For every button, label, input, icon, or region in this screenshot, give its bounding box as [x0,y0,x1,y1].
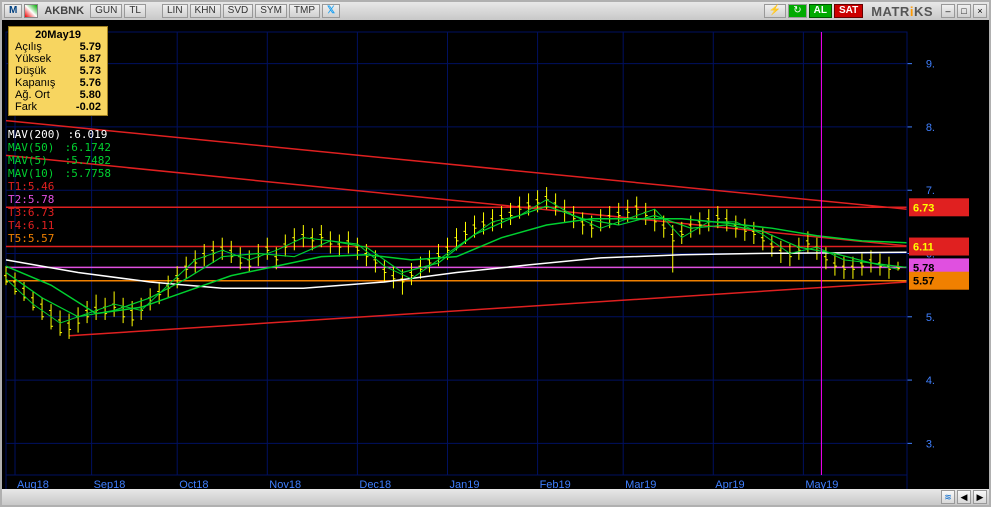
high-label: Yüksek [15,53,51,65]
alert-icon[interactable]: ⚡ [764,4,786,18]
svg-text:5.57: 5.57 [913,276,934,288]
open-value: 5.79 [80,41,101,53]
bottom-scrollbar[interactable]: ≋ ◀ ▶ [2,489,989,505]
t4-lbl: T4:6.11 [8,219,58,232]
avg-value: 5.80 [80,89,101,101]
app-icon: M [4,4,22,18]
btn-gun[interactable]: GUN [90,4,122,18]
symbol-label[interactable]: AKBNK [40,5,88,17]
btn-khn[interactable]: KHN [190,4,221,18]
svg-text:8.: 8. [926,122,935,134]
mav10-val: :5.7758 [65,167,111,180]
scroll-left-button[interactable]: ◀ [957,490,971,504]
svg-text:6.73: 6.73 [913,202,934,214]
t2-lbl: T2:5.78 [8,193,58,206]
minimize-button[interactable]: – [941,4,955,18]
mav50-val: :6.1742 [65,141,111,154]
btn-tl[interactable]: TL [124,4,146,18]
close-button[interactable]: × [973,4,987,18]
scroll-right-button[interactable]: ▶ [973,490,987,504]
btn-sat[interactable]: SAT [834,4,863,18]
refresh-icon[interactable]: ↻ [788,4,806,18]
ohlc-panel: 20May19 Açılış5.79 Yüksek5.87 Düşük5.73 … [8,26,108,116]
mav50-lbl: MAV(50) [8,141,58,154]
mav5-val: :5.7482 [65,154,111,167]
svg-text:3.: 3. [926,438,935,450]
btn-sym[interactable]: SYM [255,4,287,18]
svg-text:6.11: 6.11 [913,242,934,254]
low-value: 5.73 [80,65,101,77]
titlebar[interactable]: M AKBNK GUN TL LIN KHN SVD SYM TMP 𝕏 ⚡ ↻… [2,2,989,20]
close-label: Kapanış [15,77,55,89]
svg-text:4.: 4. [926,375,935,387]
maximize-button[interactable]: □ [957,4,971,18]
btn-svd[interactable]: SVD [223,4,254,18]
brand-label: MATRiKS [865,4,939,19]
avg-label: Ağ. Ort [15,89,50,101]
close-value: 5.76 [80,77,101,89]
mav200-val: :6.019 [68,128,108,141]
mav5-lbl: MAV(5) [8,154,58,167]
high-value: 5.87 [80,53,101,65]
t1-lbl: T1:5.46 [8,180,58,193]
twitter-icon[interactable]: 𝕏 [322,4,340,18]
zoom-icon[interactable]: ≋ [941,490,955,504]
ma-legend: MAV(200) :6.019 MAV(50) :6.1742 MAV(5) :… [8,128,111,245]
t5-lbl: T5:5.57 [8,232,58,245]
chart-window: M AKBNK GUN TL LIN KHN SVD SYM TMP 𝕏 ⚡ ↻… [0,0,991,507]
svg-text:9.: 9. [926,59,935,71]
diff-value: -0.02 [76,101,101,113]
low-label: Düşük [15,65,46,77]
price-chart[interactable]: 3.4.5.6.7.8.9.Aug18Sep18Oct18Nov18Dec18J… [2,20,989,505]
btn-al[interactable]: AL [809,4,832,18]
svg-text:7.: 7. [926,185,935,197]
flag-icon [24,4,38,18]
mav200-lbl: MAV(200) [8,128,61,141]
svg-text:5.: 5. [926,312,935,324]
mav10-lbl: MAV(10) [8,167,58,180]
ohlc-date: 20May19 [15,29,101,41]
chart-area[interactable]: 3.4.5.6.7.8.9.Aug18Sep18Oct18Nov18Dec18J… [2,20,989,505]
diff-label: Fark [15,101,37,113]
open-label: Açılış [15,41,42,53]
btn-tmp[interactable]: TMP [289,4,320,18]
t3-lbl: T3:6.73 [8,206,58,219]
btn-lin[interactable]: LIN [162,4,188,18]
